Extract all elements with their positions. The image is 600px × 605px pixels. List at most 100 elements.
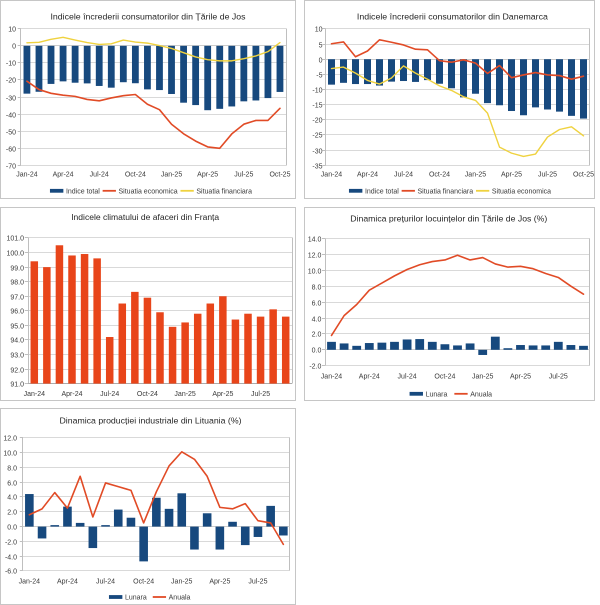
svg-text:10.0: 10.0 <box>308 269 322 276</box>
svg-text:Oct-24: Oct-24 <box>434 374 455 381</box>
svg-text:Indice total: Indice total <box>365 188 399 195</box>
svg-text:Oct-24: Oct-24 <box>125 172 146 179</box>
svg-text:97.0: 97.0 <box>10 295 24 302</box>
svg-text:Apr-25: Apr-25 <box>197 172 218 179</box>
svg-text:Jan-24: Jan-24 <box>24 391 46 398</box>
svg-text:Apr-24: Apr-24 <box>359 374 380 381</box>
svg-text:Jan-25: Jan-25 <box>465 172 487 179</box>
svg-text:Jul-25: Jul-25 <box>234 172 253 179</box>
svg-text:-5: -5 <box>316 73 322 80</box>
svg-text:96.0: 96.0 <box>10 309 24 316</box>
svg-text:Jul-25: Jul-25 <box>549 374 568 381</box>
svg-text:Jan-24: Jan-24 <box>19 579 41 586</box>
svg-text:-40: -40 <box>6 113 16 120</box>
svg-text:Apr-24: Apr-24 <box>357 172 378 179</box>
svg-text:Jul-24: Jul-24 <box>90 172 109 179</box>
svg-text:Anuala: Anuala <box>169 595 191 602</box>
svg-text:4.0: 4.0 <box>7 495 17 502</box>
svg-text:Jan-25: Jan-25 <box>472 374 494 381</box>
svg-text:Jul-25: Jul-25 <box>538 172 557 179</box>
svg-text:12.0: 12.0 <box>308 253 322 260</box>
svg-text:101.0: 101.0 <box>6 236 24 243</box>
svg-text:95.0: 95.0 <box>10 324 24 331</box>
svg-text:10: 10 <box>315 27 323 34</box>
svg-text:93.0: 93.0 <box>10 353 24 360</box>
svg-text:-6.0: -6.0 <box>5 569 17 576</box>
svg-text:Oct-24: Oct-24 <box>137 391 158 398</box>
svg-text:2.0: 2.0 <box>7 510 17 517</box>
svg-text:-35: -35 <box>312 164 322 171</box>
svg-text:92.0: 92.0 <box>10 368 24 375</box>
svg-text:Jan-24: Jan-24 <box>321 172 343 179</box>
svg-text:98.0: 98.0 <box>10 280 24 287</box>
svg-text:0: 0 <box>319 58 323 65</box>
svg-text:12.0: 12.0 <box>3 436 17 443</box>
svg-text:Oct-25: Oct-25 <box>573 172 594 179</box>
svg-text:-25: -25 <box>312 133 322 140</box>
svg-text:Dinamica producției industrial: Dinamica producției industriale din Litu… <box>60 416 242 426</box>
svg-text:Apr-24: Apr-24 <box>53 172 74 179</box>
svg-text:Lunara: Lunara <box>125 595 147 602</box>
svg-text:8.0: 8.0 <box>312 285 322 292</box>
svg-text:-2.0: -2.0 <box>309 364 321 371</box>
svg-text:Apr-25: Apr-25 <box>212 391 233 398</box>
svg-text:10.0: 10.0 <box>3 451 17 458</box>
svg-text:-10: -10 <box>6 61 16 68</box>
svg-text:0.0: 0.0 <box>312 348 322 355</box>
svg-text:Indicele încrederii consumator: Indicele încrederii consumatorilor din Ț… <box>51 12 246 22</box>
svg-text:Indicele climatului de afaceri: Indicele climatului de afaceri din Franț… <box>71 212 219 222</box>
svg-text:Oct-25: Oct-25 <box>269 172 290 179</box>
svg-text:Oct-24: Oct-24 <box>133 579 154 586</box>
svg-text:-50: -50 <box>6 130 16 137</box>
svg-text:Anuala: Anuala <box>470 391 492 398</box>
svg-text:Indicele încrederii consumator: Indicele încrederii consumatorilor din D… <box>357 12 548 22</box>
svg-text:-30: -30 <box>6 96 16 103</box>
svg-text:Jul-24: Jul-24 <box>398 374 417 381</box>
svg-text:Situatia financiara: Situatia financiara <box>418 188 474 195</box>
svg-text:Apr-24: Apr-24 <box>61 391 82 398</box>
svg-text:99.0: 99.0 <box>10 266 24 273</box>
svg-text:Apr-25: Apr-25 <box>209 579 230 586</box>
svg-text:-20: -20 <box>312 118 322 125</box>
svg-text:Jul-24: Jul-24 <box>394 172 413 179</box>
svg-text:2.0: 2.0 <box>312 332 322 339</box>
svg-text:-60: -60 <box>6 147 16 154</box>
svg-text:-15: -15 <box>312 103 322 110</box>
svg-text:Situatia economica: Situatia economica <box>492 188 551 195</box>
svg-text:Jan-25: Jan-25 <box>171 579 193 586</box>
svg-text:Jul-25: Jul-25 <box>248 579 267 586</box>
svg-text:Situatia economica: Situatia economica <box>119 188 178 195</box>
svg-text:Apr-25: Apr-25 <box>501 172 522 179</box>
svg-text:Jul-24: Jul-24 <box>100 391 119 398</box>
svg-text:Apr-24: Apr-24 <box>57 579 78 586</box>
svg-text:-20: -20 <box>6 78 16 85</box>
svg-text:Jan-24: Jan-24 <box>16 172 38 179</box>
svg-text:6.0: 6.0 <box>312 301 322 308</box>
svg-text:0: 0 <box>12 44 16 51</box>
svg-text:Jan-25: Jan-25 <box>174 391 196 398</box>
svg-text:Jul-24: Jul-24 <box>96 579 115 586</box>
svg-text:Jan-25: Jan-25 <box>161 172 183 179</box>
svg-text:94.0: 94.0 <box>10 338 24 345</box>
svg-text:Indice total: Indice total <box>66 188 100 195</box>
svg-text:Oct-24: Oct-24 <box>429 172 450 179</box>
svg-text:8.0: 8.0 <box>7 466 17 473</box>
svg-text:6.0: 6.0 <box>7 481 17 488</box>
svg-text:4.0: 4.0 <box>312 317 322 324</box>
svg-text:Jan-24: Jan-24 <box>321 374 343 381</box>
svg-text:5: 5 <box>319 43 323 50</box>
svg-text:-30: -30 <box>312 149 322 156</box>
svg-text:Jul-25: Jul-25 <box>251 391 270 398</box>
svg-text:91.0: 91.0 <box>10 382 24 389</box>
svg-text:-70: -70 <box>6 164 16 171</box>
svg-text:-4.0: -4.0 <box>5 555 17 562</box>
svg-text:10: 10 <box>8 27 16 34</box>
svg-text:-2.0: -2.0 <box>5 540 17 547</box>
svg-text:0.0: 0.0 <box>7 525 17 532</box>
svg-text:100.0: 100.0 <box>6 251 24 258</box>
svg-text:Dinamica prețurilor locuințelo: Dinamica prețurilor locuințelor din Țări… <box>350 214 547 224</box>
svg-text:Situatia financiara: Situatia financiara <box>196 188 252 195</box>
svg-text:14.0: 14.0 <box>308 237 322 244</box>
svg-text:Apr-25: Apr-25 <box>510 374 531 381</box>
svg-text:Lunara: Lunara <box>426 391 448 398</box>
